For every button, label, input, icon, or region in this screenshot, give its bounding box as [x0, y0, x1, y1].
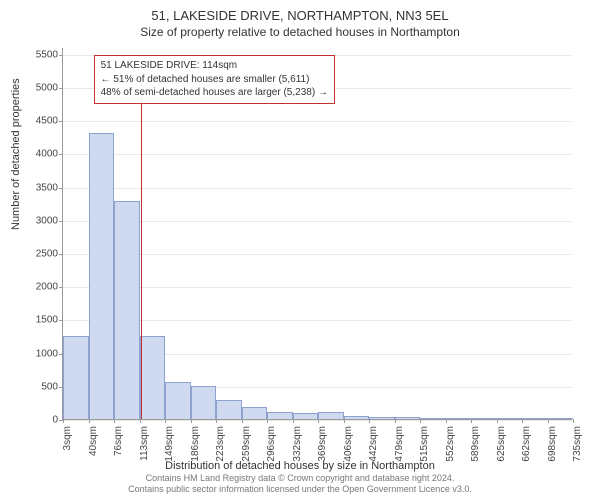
xtick-mark: [216, 419, 217, 423]
histogram-bar: [191, 386, 217, 419]
y-axis-label: Number of detached properties: [10, 78, 22, 230]
histogram-bar: [63, 336, 89, 419]
xtick-mark: [573, 419, 574, 423]
histogram-bar: [89, 133, 115, 419]
xtick-mark: [63, 419, 64, 423]
ytick-label: 5500: [36, 49, 58, 60]
xtick-mark: [344, 419, 345, 423]
xtick-label: 479sqm: [394, 426, 405, 466]
xtick-mark: [420, 419, 421, 423]
ytick-mark: [59, 320, 63, 321]
chart-title-1: 51, LAKESIDE DRIVE, NORTHAMPTON, NN3 5EL: [0, 0, 600, 23]
annotation-line: 51 LAKESIDE DRIVE: 114sqm: [101, 59, 328, 73]
ytick-mark: [59, 88, 63, 89]
ytick-label: 5000: [36, 82, 58, 93]
xtick-label: 223sqm: [215, 426, 226, 466]
xtick-label: 662sqm: [521, 426, 532, 466]
xtick-mark: [471, 419, 472, 423]
xtick-mark: [369, 419, 370, 423]
ytick-mark: [59, 188, 63, 189]
xtick-label: 296sqm: [266, 426, 277, 466]
xtick-mark: [267, 419, 268, 423]
ytick-label: 4000: [36, 149, 58, 160]
xtick-label: 735sqm: [572, 426, 583, 466]
ytick-label: 1500: [36, 315, 58, 326]
xtick-mark: [242, 419, 243, 423]
xtick-mark: [497, 419, 498, 423]
xtick-mark: [114, 419, 115, 423]
histogram-bar: [242, 407, 268, 419]
xtick-mark: [446, 419, 447, 423]
xtick-label: 589sqm: [470, 426, 481, 466]
ytick-label: 2500: [36, 248, 58, 259]
ytick-label: 1000: [36, 348, 58, 359]
xtick-label: 40sqm: [88, 426, 99, 466]
annotation-line: ← 51% of detached houses are smaller (5,…: [101, 73, 328, 87]
ytick-label: 2000: [36, 282, 58, 293]
property-marker-line: [141, 88, 142, 419]
ytick-label: 3000: [36, 215, 58, 226]
gridline: [63, 154, 572, 155]
ytick-label: 500: [41, 381, 58, 392]
ytick-label: 3500: [36, 182, 58, 193]
xtick-mark: [318, 419, 319, 423]
ytick-label: 4500: [36, 116, 58, 127]
xtick-label: 406sqm: [343, 426, 354, 466]
histogram-bar: [446, 418, 472, 419]
histogram-bar: [140, 336, 166, 419]
xtick-mark: [548, 419, 549, 423]
footer-line-1: Contains HM Land Registry data © Crown c…: [0, 473, 600, 485]
ytick-mark: [59, 154, 63, 155]
xtick-mark: [191, 419, 192, 423]
plot-area: 51 LAKESIDE DRIVE: 114sqm← 51% of detach…: [62, 48, 572, 420]
xtick-label: 3sqm: [62, 426, 73, 466]
histogram-bar: [293, 413, 319, 419]
histogram-bar: [497, 418, 523, 419]
footer-attribution: Contains HM Land Registry data © Crown c…: [0, 473, 600, 496]
xtick-mark: [522, 419, 523, 423]
footer-line-2: Contains public sector information licen…: [0, 484, 600, 496]
xtick-label: 698sqm: [547, 426, 558, 466]
ytick-mark: [59, 121, 63, 122]
xtick-label: 442sqm: [368, 426, 379, 466]
xtick-label: 552sqm: [445, 426, 456, 466]
chart-title-2: Size of property relative to detached ho…: [0, 23, 600, 39]
histogram-bar: [548, 418, 574, 419]
xtick-label: 186sqm: [190, 426, 201, 466]
xtick-label: 76sqm: [113, 426, 124, 466]
histogram-bar: [318, 412, 344, 419]
ytick-mark: [59, 55, 63, 56]
xtick-label: 113sqm: [139, 426, 150, 466]
histogram-bar: [114, 201, 140, 419]
ytick-mark: [59, 221, 63, 222]
histogram-bar: [471, 418, 497, 419]
histogram-bar: [420, 418, 446, 419]
histogram-bar: [344, 416, 370, 419]
xtick-mark: [140, 419, 141, 423]
histogram-bar: [369, 417, 395, 419]
histogram-bar: [216, 400, 242, 419]
histogram-bar: [395, 417, 421, 419]
xtick-label: 625sqm: [496, 426, 507, 466]
ytick-label: 0: [52, 415, 58, 426]
histogram-bar: [522, 418, 548, 419]
ytick-mark: [59, 254, 63, 255]
xtick-label: 332sqm: [292, 426, 303, 466]
ytick-mark: [59, 287, 63, 288]
xtick-mark: [395, 419, 396, 423]
xtick-label: 369sqm: [317, 426, 328, 466]
histogram-bar: [267, 412, 293, 419]
annotation-line: 48% of semi-detached houses are larger (…: [101, 86, 328, 100]
xtick-label: 259sqm: [241, 426, 252, 466]
gridline: [63, 188, 572, 189]
xtick-mark: [165, 419, 166, 423]
annotation-box: 51 LAKESIDE DRIVE: 114sqm← 51% of detach…: [94, 55, 335, 104]
xtick-label: 515sqm: [419, 426, 430, 466]
histogram-bar: [165, 382, 191, 419]
xtick-label: 149sqm: [164, 426, 175, 466]
xtick-mark: [293, 419, 294, 423]
gridline: [63, 121, 572, 122]
xtick-mark: [89, 419, 90, 423]
chart-container: 51, LAKESIDE DRIVE, NORTHAMPTON, NN3 5EL…: [0, 0, 600, 500]
